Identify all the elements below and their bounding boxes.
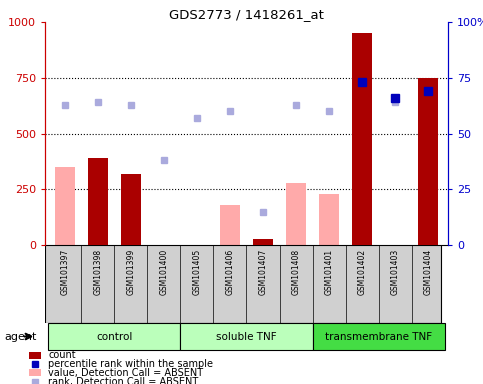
Bar — [418, 78, 438, 245]
Text: GSM101397: GSM101397 — [60, 249, 70, 295]
Bar — [253, 240, 273, 245]
Bar — [181, 323, 313, 350]
Bar — [48, 323, 181, 350]
Text: GSM101400: GSM101400 — [159, 249, 169, 295]
Text: rank, Detection Call = ABSENT: rank, Detection Call = ABSENT — [48, 377, 199, 384]
Text: GSM101399: GSM101399 — [127, 249, 135, 295]
Text: GSM101406: GSM101406 — [226, 249, 234, 295]
Bar — [55, 167, 75, 245]
Text: GSM101398: GSM101398 — [93, 249, 102, 295]
Text: soluble TNF: soluble TNF — [216, 331, 277, 341]
Text: GSM101408: GSM101408 — [292, 249, 300, 295]
Title: GDS2773 / 1418261_at: GDS2773 / 1418261_at — [169, 8, 324, 21]
Text: control: control — [96, 331, 132, 341]
Bar — [313, 323, 445, 350]
Bar — [286, 182, 306, 245]
Bar — [220, 205, 240, 245]
Bar — [29, 352, 41, 359]
Bar — [88, 158, 108, 245]
Text: GSM101401: GSM101401 — [325, 249, 334, 295]
Text: GSM101405: GSM101405 — [192, 249, 201, 295]
Text: transmembrane TNF: transmembrane TNF — [325, 331, 432, 341]
Text: count: count — [48, 350, 76, 360]
Bar — [352, 33, 372, 245]
Bar — [319, 194, 339, 245]
Bar — [29, 369, 41, 376]
Text: value, Detection Call = ABSENT: value, Detection Call = ABSENT — [48, 368, 203, 378]
Text: GSM101407: GSM101407 — [258, 249, 268, 295]
Text: GSM101403: GSM101403 — [391, 249, 399, 295]
Bar — [121, 174, 141, 245]
Text: GSM101402: GSM101402 — [357, 249, 367, 295]
Text: agent: agent — [5, 331, 37, 341]
Text: percentile rank within the sample: percentile rank within the sample — [48, 359, 213, 369]
Text: GSM101404: GSM101404 — [424, 249, 433, 295]
